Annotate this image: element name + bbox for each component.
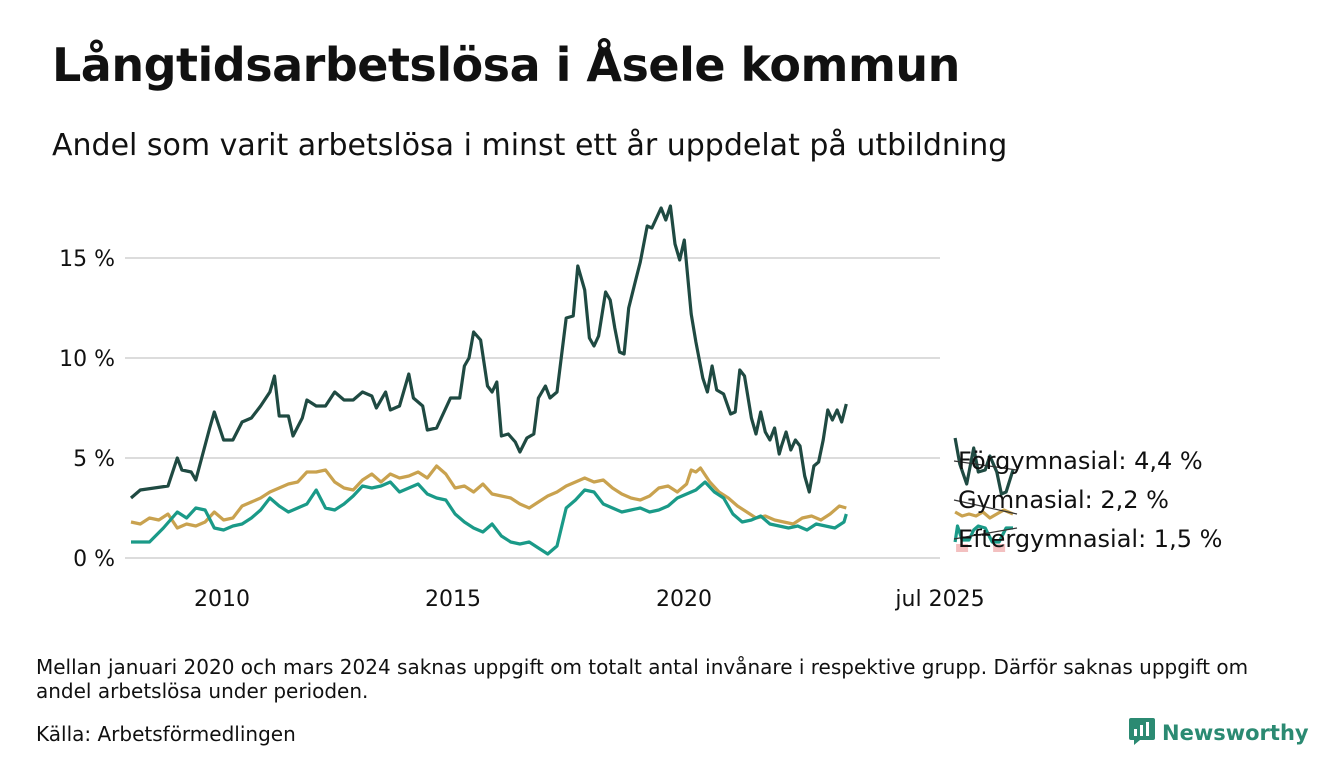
series-end-labels: Förgymnasial: 4,4 % Gymnasial: 2,2 % Efter… [953, 447, 1222, 553]
missing-data-markers [956, 544, 1006, 552]
missing-marker [993, 544, 1006, 552]
y-tick-label: 10 % [59, 347, 115, 372]
leader-line [953, 527, 1018, 540]
y-tick-label: 5 % [73, 447, 115, 472]
series-line-eftergymnasial-recent [953, 524, 1013, 544]
series-line-gymnasial [130, 464, 847, 530]
series-line-gymnasial-recent [954, 508, 1014, 520]
brand-name: Newsworthy [1162, 721, 1309, 745]
series-line-förgymnasial-recent [953, 437, 1015, 496]
chart-title: Långtidsarbetslösa i Åsele kommun [52, 38, 960, 92]
leader-line [953, 460, 1018, 471]
x-tick-label: 2020 [656, 587, 712, 612]
end-label-eftergymnasial: Eftergymnasial: 1,5 % [958, 525, 1222, 553]
missing-marker [956, 544, 969, 552]
x-tick-label: jul 2025 [894, 587, 984, 612]
end-label-gymnasial: Gymnasial: 2,2 % [958, 486, 1169, 514]
bar-chart-bubble-icon [1128, 716, 1156, 750]
line-chart: 0 % 5 % 10 % 15 % 2010 2015 2020 jul 2025 Förg… [59, 204, 1222, 612]
footnote: Mellan januari 2020 och mars 2024 saknas… [36, 655, 1249, 703]
end-label-förgymnasial: Förgymnasial: 4,4 % [958, 447, 1203, 475]
series-line-förgymnasial [129, 204, 848, 500]
y-axis-ticks: 0 % 5 % 10 % 15 % [59, 247, 115, 572]
leader-line [953, 499, 1018, 515]
grid-lines [125, 257, 940, 559]
x-tick-label: 2010 [194, 587, 250, 612]
series-lines [129, 204, 1015, 556]
chart-subtitle: Andel som varit arbetslösa i minst ett å… [52, 128, 1008, 163]
brand-logo: Newsworthy [1128, 716, 1309, 750]
x-tick-label: 2015 [425, 587, 481, 612]
source-note: Källa: Arbetsförmedlingen [36, 722, 296, 746]
y-tick-label: 0 % [73, 547, 115, 572]
y-tick-label: 15 % [59, 247, 115, 272]
x-axis-ticks: 2010 2015 2020 jul 2025 [194, 587, 985, 612]
series-line-eftergymnasial [131, 480, 848, 556]
